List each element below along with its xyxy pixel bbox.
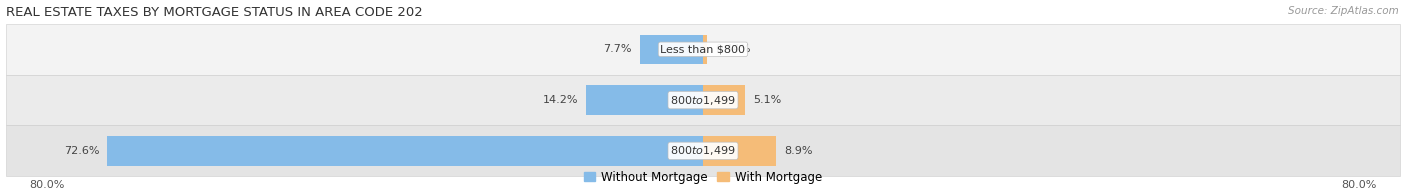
Text: 72.6%: 72.6% xyxy=(63,146,98,156)
Bar xyxy=(6,125,1400,176)
Bar xyxy=(107,136,703,166)
Bar xyxy=(703,85,745,115)
Text: $800 to $1,499: $800 to $1,499 xyxy=(671,93,735,107)
Text: REAL ESTATE TAXES BY MORTGAGE STATUS IN AREA CODE 202: REAL ESTATE TAXES BY MORTGAGE STATUS IN … xyxy=(6,5,422,19)
Bar xyxy=(586,85,703,115)
Legend: Without Mortgage, With Mortgage: Without Mortgage, With Mortgage xyxy=(579,166,827,189)
Bar xyxy=(6,75,1400,125)
Text: Less than $800: Less than $800 xyxy=(661,44,745,54)
Bar xyxy=(640,34,703,64)
Text: 7.7%: 7.7% xyxy=(603,44,631,54)
Text: 14.2%: 14.2% xyxy=(543,95,578,105)
Text: 0.44%: 0.44% xyxy=(714,44,751,54)
Text: 5.1%: 5.1% xyxy=(754,95,782,105)
Text: 8.9%: 8.9% xyxy=(785,146,813,156)
Text: $800 to $1,499: $800 to $1,499 xyxy=(671,144,735,157)
Text: Source: ZipAtlas.com: Source: ZipAtlas.com xyxy=(1288,6,1399,16)
Bar xyxy=(703,136,776,166)
Bar xyxy=(703,34,707,64)
Bar xyxy=(6,24,1400,75)
